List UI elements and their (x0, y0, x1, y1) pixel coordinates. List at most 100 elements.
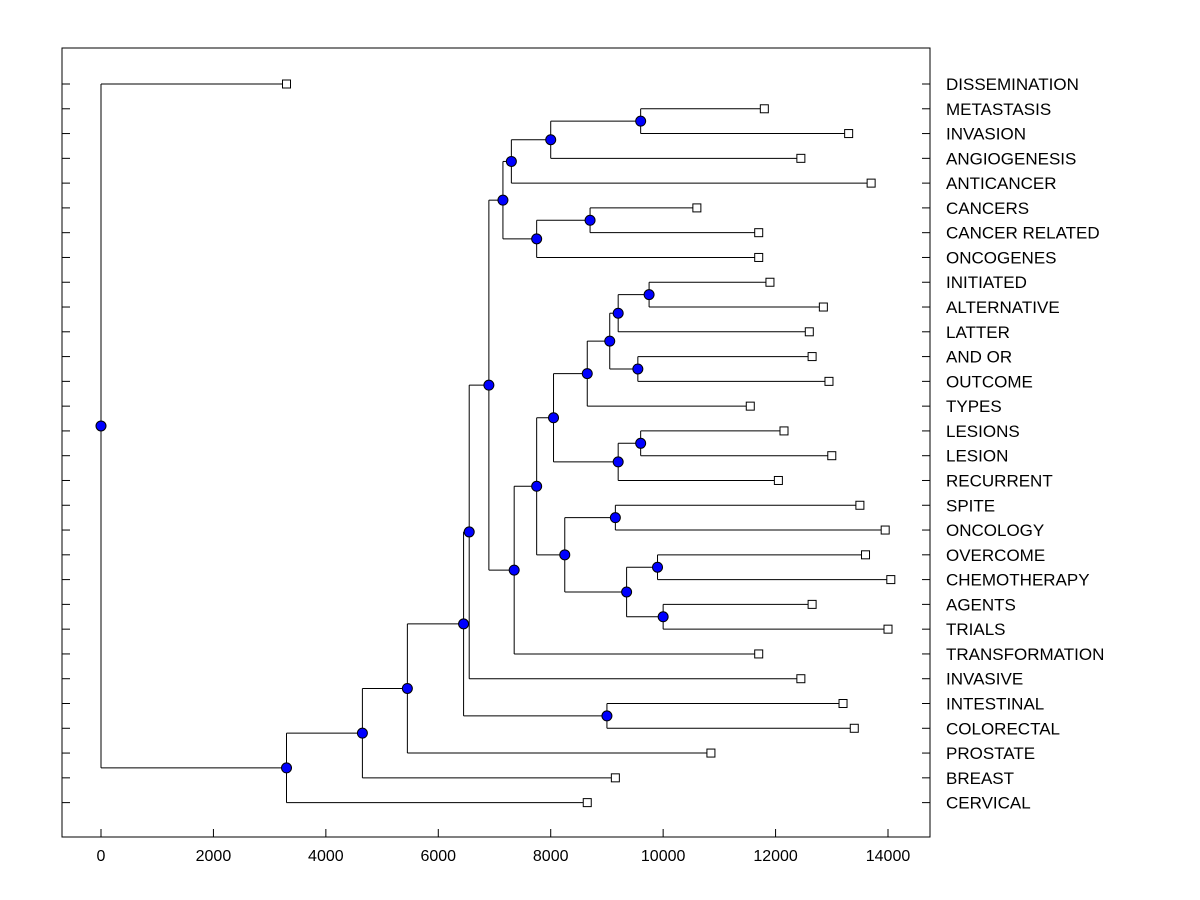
leaf-label: TYPES (946, 397, 1002, 416)
leaf-marker (804, 327, 814, 337)
merge-node (531, 480, 543, 492)
leaf-label: TRIALS (946, 620, 1006, 639)
merge-node (621, 586, 633, 598)
leaf-label: DISSEMINATION (946, 75, 1079, 94)
leaf-label: ANTICANCER (946, 174, 1057, 193)
leaf-label: INTESTINAL (946, 695, 1044, 714)
leaf-marker (773, 475, 783, 485)
leaf-labels: DISSEMINATION METASTASIS INVASION ANGIOGENE… (946, 75, 1104, 813)
leaf-marker (824, 376, 834, 386)
leaf-label: OUTCOME (946, 372, 1033, 391)
leaf-marker (796, 153, 806, 163)
merge-node (581, 368, 593, 380)
leaf-label: ONCOGENES (946, 248, 1057, 267)
merge-node (497, 194, 509, 206)
leaf-label: ANGIOGENESIS (946, 149, 1076, 168)
leaf-marker (796, 674, 806, 684)
merge-node (635, 115, 647, 127)
merge-node (483, 379, 495, 391)
merge-node (463, 526, 475, 538)
merge-node (584, 214, 596, 226)
leaf-label: BREAST (946, 769, 1014, 788)
leaf-marker (855, 500, 865, 510)
x-tick-labels: 0 2000 4000 6000 8000 10000 12000 14000 (97, 848, 911, 865)
merge-node (548, 412, 560, 424)
leaf-label: AND OR (946, 348, 1012, 367)
merge-node (632, 363, 644, 375)
merge-node (531, 233, 543, 245)
right-axis-ticks (922, 83, 930, 804)
leaf-marker (807, 352, 817, 362)
x-tick-label: 0 (97, 848, 106, 865)
leaf-label: INITIATED (946, 273, 1027, 292)
merge-node (657, 611, 669, 623)
leaf-marker (838, 699, 848, 708)
x-tick-label: 6000 (420, 848, 456, 865)
leaf-label: CANCER RELATED (946, 224, 1100, 243)
leaf-marker (692, 203, 702, 213)
merge-nodes (95, 115, 669, 774)
x-tick-label: 12000 (753, 848, 798, 865)
leaf-label: INVASION (946, 125, 1026, 144)
leaf-label: INVASIVE (946, 670, 1023, 689)
merge-node (95, 420, 107, 432)
leaf-marker (282, 79, 292, 89)
leaf-marker (883, 624, 893, 634)
leaf-marker (866, 178, 876, 188)
x-tick-label: 8000 (533, 848, 569, 865)
leaf-label: COLORECTAL (946, 719, 1060, 738)
plot-frame (61, 47, 931, 838)
merge-node (635, 437, 647, 449)
leaf-marker (886, 575, 896, 585)
leaf-markers (282, 79, 896, 808)
merge-node (505, 155, 517, 167)
merge-node (458, 618, 470, 630)
leaf-label: ALTERNATIVE (946, 298, 1060, 317)
leaf-label: PROSTATE (946, 744, 1035, 763)
leaf-marker (745, 401, 755, 411)
leaf-marker (849, 723, 859, 733)
dendrogram-branches (100, 83, 891, 804)
leaf-marker (759, 104, 769, 114)
bottom-axis-ticks (100, 829, 889, 837)
left-axis-ticks (62, 83, 70, 804)
merge-node (652, 561, 664, 573)
merge-node (281, 762, 293, 774)
x-tick-label: 4000 (308, 848, 344, 865)
leaf-label: LATTER (946, 323, 1010, 342)
merge-node (401, 682, 413, 694)
leaf-marker (818, 302, 828, 312)
x-tick-label: 10000 (641, 848, 686, 865)
leaf-label: SPITE (946, 496, 995, 515)
leaf-marker (754, 252, 764, 262)
leaf-label: LESION (946, 447, 1008, 466)
x-tick-label: 14000 (866, 848, 911, 865)
leaf-label: CERVICAL (946, 794, 1031, 813)
leaf-label: TRANSFORMATION (946, 645, 1104, 664)
leaf-label: OVERCOME (946, 546, 1045, 565)
merge-node (545, 134, 557, 146)
leaf-label: RECURRENT (946, 471, 1053, 490)
merge-node (609, 512, 621, 524)
leaf-marker (880, 525, 890, 535)
merge-node (559, 549, 571, 561)
merge-node (604, 335, 616, 347)
leaf-label: METASTASIS (946, 100, 1051, 119)
leaf-marker (610, 773, 620, 783)
merge-node (643, 289, 655, 301)
leaf-marker (827, 451, 837, 461)
leaf-label: CANCERS (946, 199, 1029, 218)
leaf-marker (779, 426, 789, 436)
leaf-marker (844, 129, 854, 139)
leaf-marker (765, 277, 775, 287)
leaf-label: LESIONS (946, 422, 1020, 441)
x-tick-label: 2000 (196, 848, 232, 865)
merge-node (612, 307, 624, 319)
leaf-marker (861, 550, 871, 560)
leaf-marker (754, 228, 764, 238)
leaf-marker (582, 798, 592, 808)
leaf-marker (706, 748, 716, 758)
merge-node (356, 727, 368, 739)
leaf-marker (754, 649, 764, 659)
